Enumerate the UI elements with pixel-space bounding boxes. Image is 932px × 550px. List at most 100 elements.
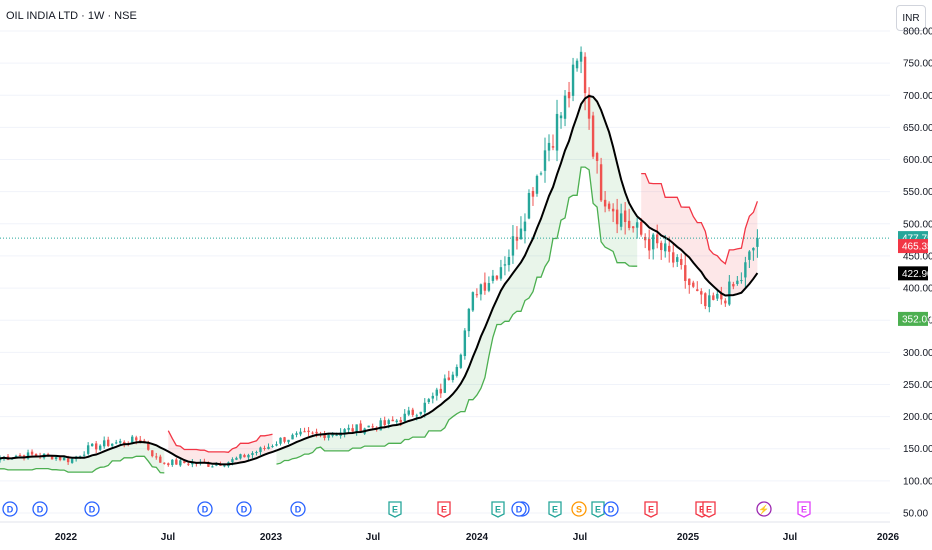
candle-body[interactable] [183, 461, 186, 464]
candle-body[interactable] [487, 283, 491, 291]
candle-body[interactable] [82, 454, 86, 456]
candle-body[interactable] [291, 434, 294, 440]
candle-body[interactable] [539, 173, 543, 175]
candle-body[interactable] [131, 436, 134, 444]
candle-body[interactable] [479, 284, 483, 295]
candle-body[interactable] [191, 462, 194, 465]
candle-body[interactable] [680, 259, 683, 265]
event-marker-dividend[interactable] [32, 501, 48, 517]
candle-body[interactable] [483, 282, 487, 291]
candle-body[interactable] [595, 153, 599, 161]
candle-body[interactable] [58, 456, 62, 460]
candle-body[interactable] [255, 452, 258, 454]
candle-body[interactable] [503, 264, 507, 266]
candle-body[interactable] [431, 395, 434, 399]
candle-body[interactable] [351, 428, 354, 432]
candle-body[interactable] [267, 446, 270, 450]
candle-body[interactable] [623, 210, 627, 223]
event-marker-dividend[interactable] [2, 501, 18, 517]
candle-body[interactable] [427, 399, 430, 403]
candle-body[interactable] [635, 222, 639, 228]
candle-body[interactable] [579, 51, 583, 62]
candle-body[interactable] [179, 460, 182, 466]
candle-body[interactable] [187, 463, 190, 465]
candle-body[interactable] [555, 113, 559, 151]
candle-body[interactable] [135, 437, 138, 441]
candle-body[interactable] [724, 300, 727, 304]
candle-body[interactable] [335, 434, 338, 436]
candle-body[interactable] [171, 459, 174, 465]
candle-body[interactable] [331, 434, 334, 436]
candle-body[interactable] [531, 190, 535, 197]
candle-body[interactable] [748, 251, 751, 260]
candle-body[interactable] [287, 439, 290, 443]
candle-body[interactable] [139, 439, 142, 442]
candle-body[interactable] [26, 452, 30, 459]
candle-body[interactable] [371, 426, 374, 428]
candle-body[interactable] [571, 64, 575, 96]
candle-body[interactable] [627, 220, 631, 228]
candle-body[interactable] [215, 464, 218, 466]
candle-body[interactable] [18, 455, 22, 457]
candle-body[interactable] [34, 453, 38, 456]
candle-body[interactable] [86, 445, 90, 454]
candle-body[interactable] [647, 238, 651, 251]
candle-body[interactable] [263, 447, 266, 449]
candle-body[interactable] [411, 409, 414, 415]
candle-body[interactable] [439, 388, 443, 394]
candle-body[interactable] [519, 228, 523, 240]
candle-body[interactable] [660, 242, 663, 251]
candle-body[interactable] [451, 374, 455, 381]
candle-body[interactable] [599, 164, 603, 201]
candle-body[interactable] [471, 292, 475, 311]
candle-body[interactable] [507, 257, 511, 266]
event-marker-earnings-neg[interactable] [437, 501, 451, 518]
candle-body[interactable] [54, 457, 58, 459]
candle-body[interactable] [147, 442, 150, 450]
candle-body[interactable] [543, 150, 547, 171]
candle-body[interactable] [639, 221, 643, 235]
candle-body[interactable] [119, 441, 122, 443]
candle-body[interactable] [223, 465, 226, 467]
candle-body[interactable] [94, 443, 98, 450]
candle-body[interactable] [708, 295, 711, 308]
candle-body[interactable] [443, 378, 447, 393]
candle-body[interactable] [700, 291, 703, 295]
candle-body[interactable] [583, 56, 587, 94]
currency-button[interactable]: INR [896, 5, 926, 31]
candle-body[interactable] [111, 443, 114, 446]
candle-body[interactable] [251, 453, 254, 455]
candle-body[interactable] [559, 115, 563, 119]
event-marker-news[interactable] [756, 501, 772, 517]
candle-body[interactable] [736, 280, 739, 284]
candle-body[interactable] [668, 245, 671, 252]
candle-body[interactable] [752, 247, 755, 251]
candle-body[interactable] [716, 293, 719, 299]
candle-body[interactable] [435, 389, 439, 396]
event-marker-split[interactable] [571, 501, 587, 517]
candle-body[interactable] [259, 447, 262, 453]
candle-body[interactable] [379, 420, 382, 431]
candle-body[interactable] [523, 221, 527, 232]
candle-body[interactable] [271, 446, 274, 448]
candle-body[interactable] [651, 234, 655, 250]
event-marker-dividend[interactable] [603, 501, 619, 517]
candle-body[interactable] [720, 293, 723, 300]
candle-body[interactable] [740, 280, 743, 282]
event-marker-earnings[interactable] [388, 501, 402, 518]
event-marker-earnings[interactable] [491, 501, 505, 518]
candle-body[interactable] [728, 281, 731, 305]
event-marker-dividend[interactable] [84, 501, 100, 517]
candle-body[interactable] [66, 458, 70, 463]
candle-body[interactable] [712, 295, 715, 300]
candle-body[interactable] [303, 431, 306, 433]
candle-body[interactable] [664, 243, 667, 252]
candle-body[interactable] [696, 289, 699, 292]
candle-body[interactable] [355, 424, 358, 433]
candle-body[interactable] [50, 455, 54, 460]
candle-body[interactable] [123, 441, 126, 444]
candle-body[interactable] [511, 236, 515, 256]
event-marker-dividend[interactable] [511, 501, 527, 517]
candle-body[interactable] [295, 433, 298, 435]
candle-body[interactable] [151, 450, 154, 457]
